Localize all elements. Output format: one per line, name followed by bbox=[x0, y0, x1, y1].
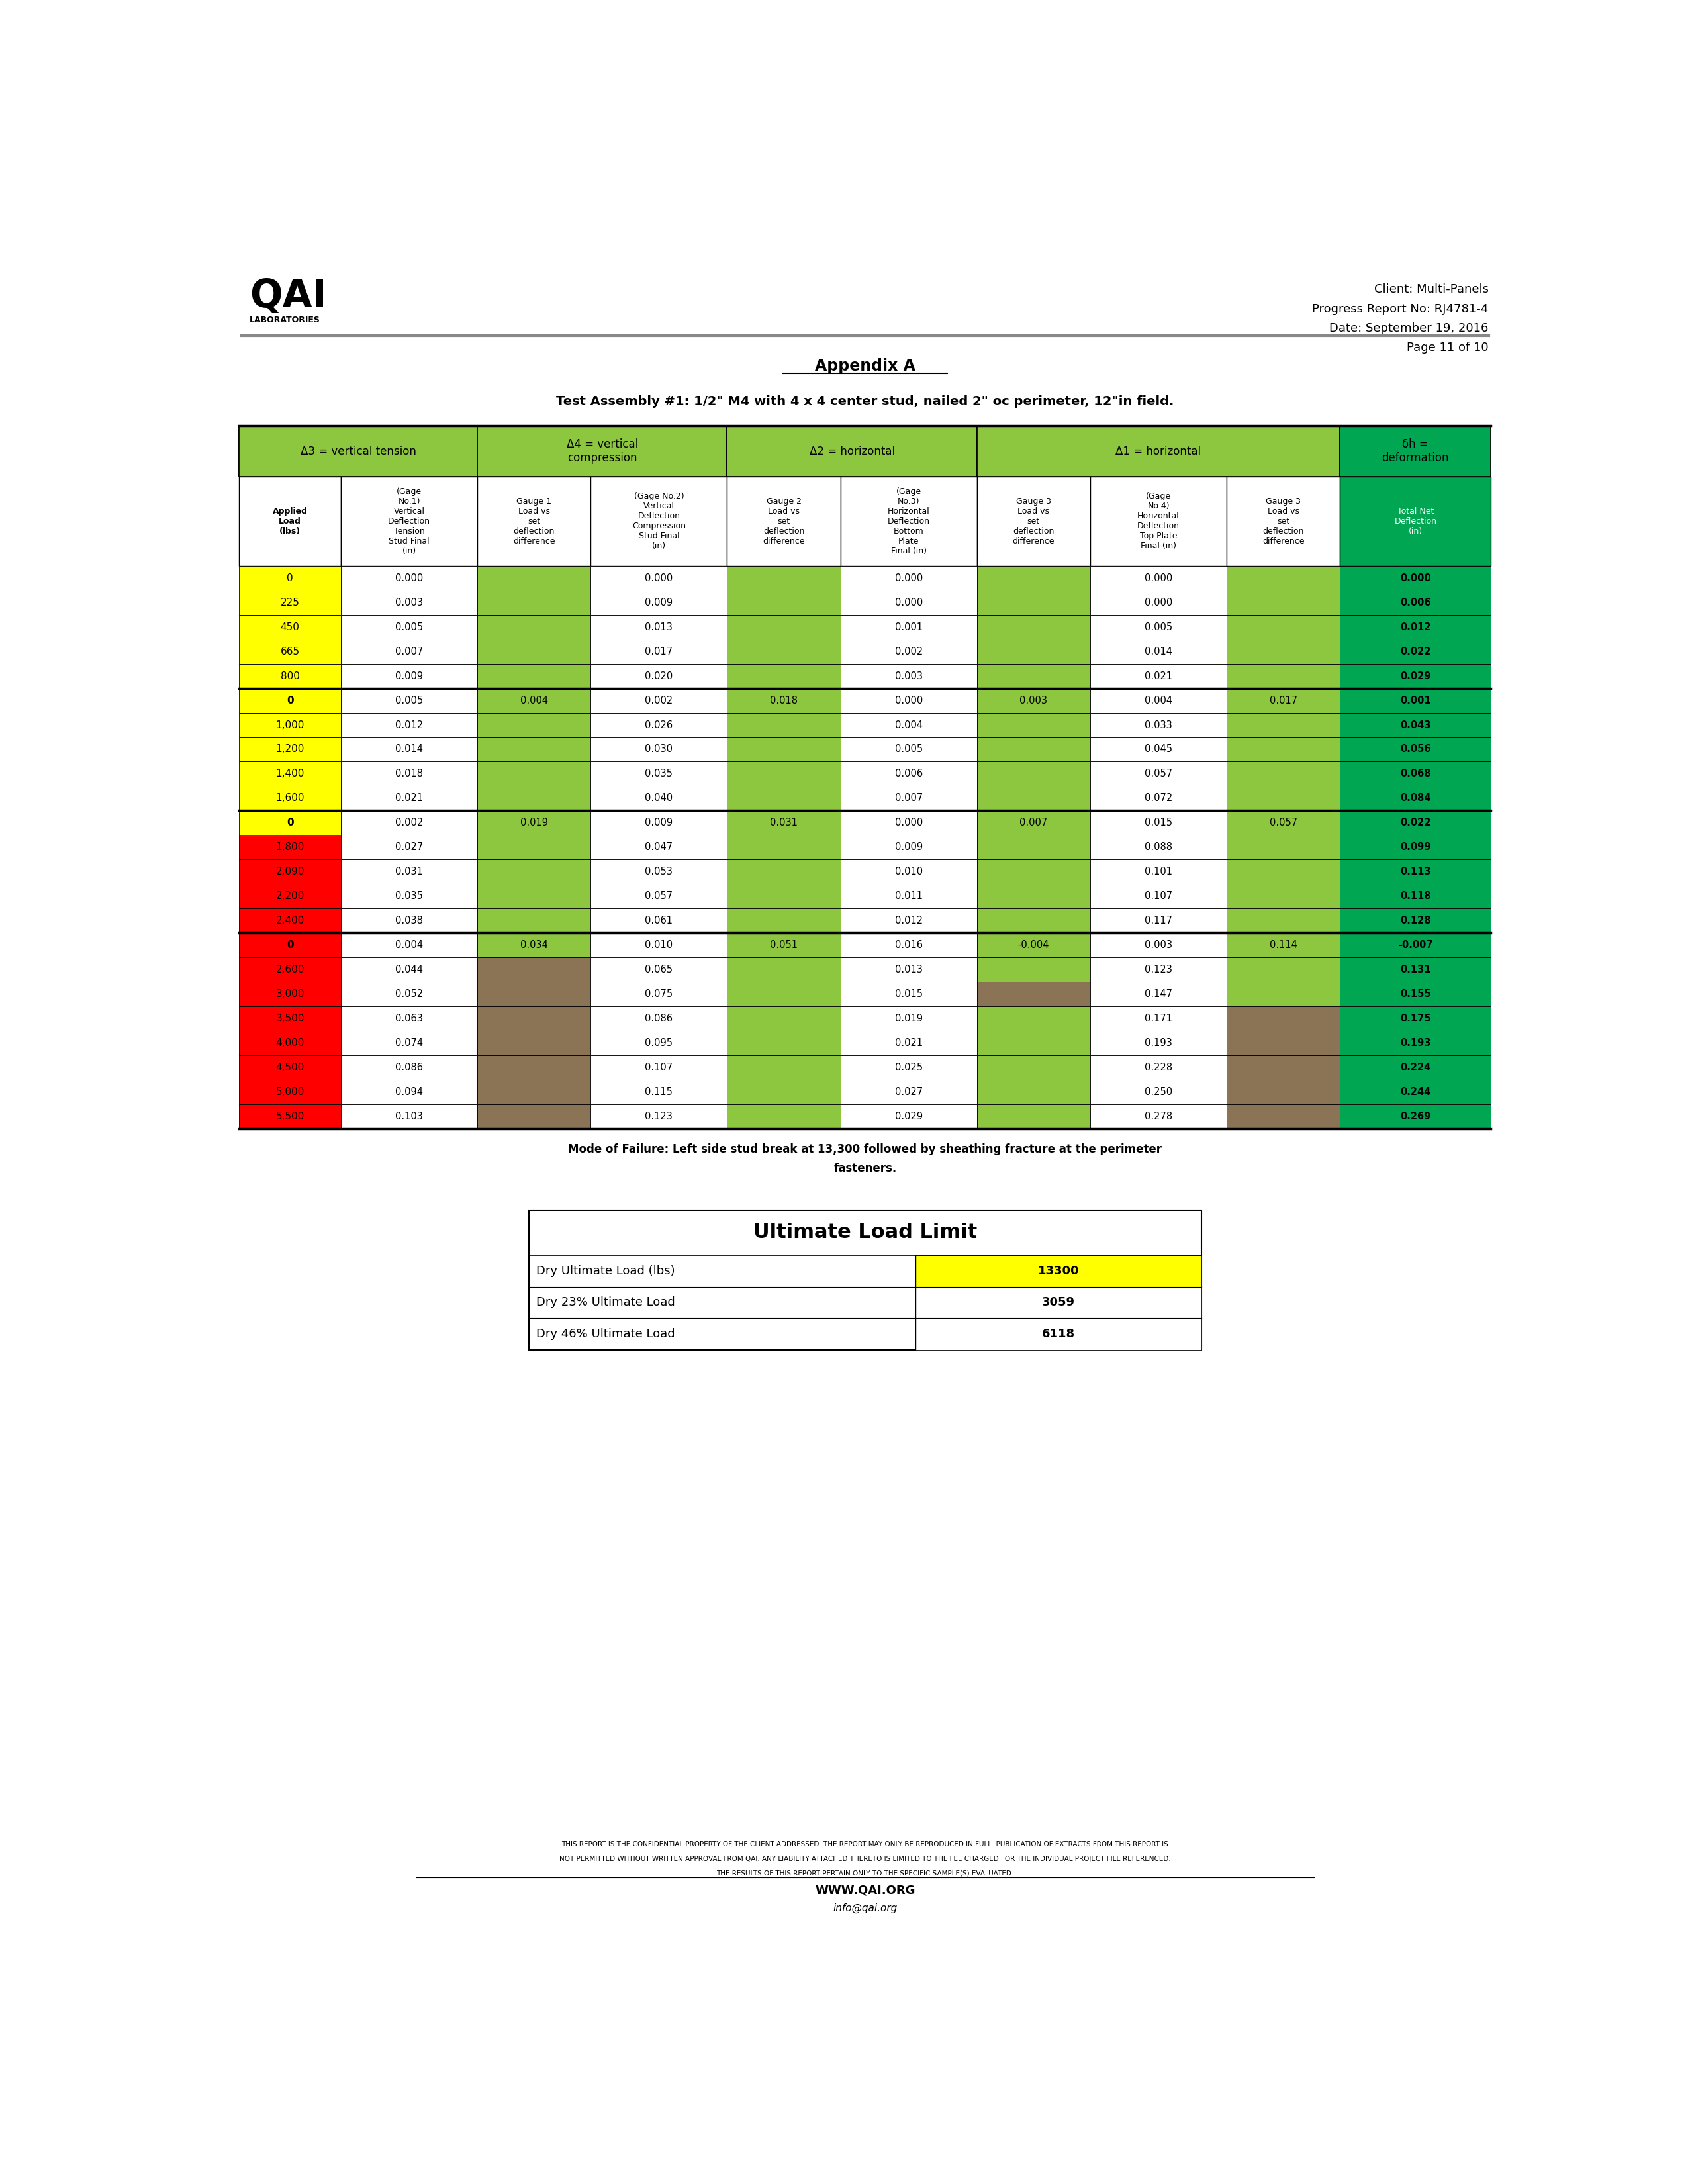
Text: 0.043: 0.043 bbox=[1399, 721, 1431, 729]
Text: 0: 0 bbox=[287, 817, 294, 828]
Bar bbox=[1227, 957, 1340, 983]
Text: info@qai.org: info@qai.org bbox=[832, 1902, 898, 1913]
Bar bbox=[341, 664, 478, 688]
Text: 1,600: 1,600 bbox=[275, 793, 304, 804]
Bar bbox=[841, 712, 977, 738]
Bar bbox=[1090, 885, 1227, 909]
Bar bbox=[1090, 983, 1227, 1007]
Bar bbox=[841, 786, 977, 810]
Bar bbox=[240, 834, 341, 860]
Bar bbox=[1227, 712, 1340, 738]
Bar bbox=[341, 476, 478, 566]
Bar bbox=[841, 1007, 977, 1031]
Text: 2,600: 2,600 bbox=[275, 965, 304, 974]
Text: 450: 450 bbox=[280, 622, 299, 631]
Text: 0.012: 0.012 bbox=[895, 915, 923, 926]
Bar bbox=[1227, 909, 1340, 933]
Bar bbox=[478, 810, 591, 834]
Text: 0.113: 0.113 bbox=[1399, 867, 1431, 876]
Bar bbox=[341, 1079, 478, 1105]
Bar bbox=[728, 1079, 841, 1105]
Bar bbox=[841, 664, 977, 688]
Text: 0.015: 0.015 bbox=[1144, 817, 1173, 828]
Bar bbox=[841, 933, 977, 957]
Text: 0.013: 0.013 bbox=[645, 622, 674, 631]
Bar bbox=[1227, 885, 1340, 909]
Text: 0.045: 0.045 bbox=[1144, 745, 1173, 753]
Text: 0.115: 0.115 bbox=[645, 1088, 674, 1096]
Bar bbox=[478, 860, 591, 885]
Bar bbox=[728, 762, 841, 786]
Text: 0: 0 bbox=[287, 695, 294, 705]
Text: 0.084: 0.084 bbox=[1399, 793, 1431, 804]
Text: 0.000: 0.000 bbox=[895, 598, 923, 607]
Bar bbox=[1227, 1031, 1340, 1055]
Bar bbox=[591, 1079, 728, 1105]
Text: Dry 46% Ultimate Load: Dry 46% Ultimate Load bbox=[537, 1328, 675, 1341]
Text: QAI: QAI bbox=[250, 277, 326, 314]
Bar bbox=[240, 1105, 341, 1129]
Bar bbox=[591, 664, 728, 688]
Bar bbox=[841, 810, 977, 834]
Bar bbox=[1340, 426, 1491, 476]
Bar bbox=[1227, 1079, 1340, 1105]
Text: 0.007: 0.007 bbox=[395, 646, 424, 657]
Bar bbox=[240, 983, 341, 1007]
Bar bbox=[1340, 688, 1491, 712]
Bar bbox=[728, 983, 841, 1007]
Bar bbox=[977, 738, 1090, 762]
Text: 0.029: 0.029 bbox=[895, 1112, 923, 1120]
Bar bbox=[478, 1079, 591, 1105]
Bar bbox=[341, 1007, 478, 1031]
Text: 0.057: 0.057 bbox=[1269, 817, 1298, 828]
Bar bbox=[341, 1055, 478, 1079]
Bar bbox=[841, 738, 977, 762]
Text: 0.123: 0.123 bbox=[1144, 965, 1171, 974]
Bar bbox=[1090, 664, 1227, 688]
Bar bbox=[977, 616, 1090, 640]
Bar bbox=[591, 1055, 728, 1079]
Text: Page 11 of 10: Page 11 of 10 bbox=[1406, 341, 1489, 354]
Bar bbox=[1090, 762, 1227, 786]
Text: 2,200: 2,200 bbox=[275, 891, 304, 902]
Text: δh =
deformation: δh = deformation bbox=[1382, 439, 1448, 463]
Bar bbox=[1340, 476, 1491, 566]
Bar bbox=[728, 1055, 841, 1079]
Bar bbox=[591, 1007, 728, 1031]
Text: (Gage
No.1)
Vertical
Deflection
Tension
Stud Final
(in): (Gage No.1) Vertical Deflection Tension … bbox=[388, 487, 430, 555]
Bar bbox=[591, 712, 728, 738]
Text: 0.088: 0.088 bbox=[1144, 843, 1173, 852]
Text: 0.107: 0.107 bbox=[1144, 891, 1173, 902]
Text: 0.103: 0.103 bbox=[395, 1112, 424, 1120]
Bar bbox=[591, 738, 728, 762]
Bar bbox=[977, 885, 1090, 909]
Bar bbox=[1227, 860, 1340, 885]
Bar bbox=[977, 834, 1090, 860]
Text: 0.031: 0.031 bbox=[770, 817, 798, 828]
Bar bbox=[1090, 909, 1227, 933]
Bar bbox=[1090, 1055, 1227, 1079]
Text: (Gage
No.4)
Horizontal
Deflection
Top Plate
Final (in): (Gage No.4) Horizontal Deflection Top Pl… bbox=[1138, 491, 1180, 550]
Bar bbox=[341, 688, 478, 712]
Text: 2,090: 2,090 bbox=[275, 867, 304, 876]
Bar bbox=[977, 810, 1090, 834]
Text: 0.015: 0.015 bbox=[895, 989, 923, 998]
Text: 1,400: 1,400 bbox=[275, 769, 304, 780]
Bar bbox=[240, 860, 341, 885]
Text: 0.035: 0.035 bbox=[645, 769, 674, 780]
Text: 2,400: 2,400 bbox=[275, 915, 304, 926]
Bar bbox=[240, 688, 341, 712]
Bar bbox=[728, 810, 841, 834]
Bar bbox=[728, 616, 841, 640]
Text: 0.026: 0.026 bbox=[645, 721, 674, 729]
Text: 0.057: 0.057 bbox=[1144, 769, 1173, 780]
Bar bbox=[240, 426, 341, 476]
Bar bbox=[478, 712, 591, 738]
Text: 0.075: 0.075 bbox=[645, 989, 674, 998]
Bar bbox=[478, 566, 591, 590]
Text: 0.072: 0.072 bbox=[1144, 793, 1173, 804]
Bar bbox=[478, 426, 728, 476]
Bar bbox=[591, 909, 728, 933]
Bar bbox=[977, 860, 1090, 885]
Bar bbox=[591, 476, 728, 566]
